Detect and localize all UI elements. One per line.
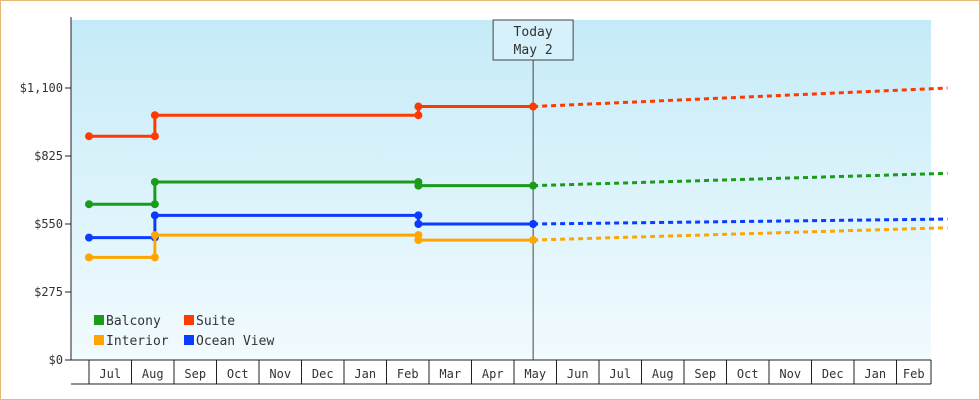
x-tick-label: Oct: [737, 367, 759, 381]
x-tick-label: Sep: [184, 367, 206, 381]
data-point-ocean-view: [85, 233, 93, 242]
y-tick-label: $0: [49, 353, 63, 367]
legend-label: Interior: [106, 334, 169, 349]
legend-swatch: [184, 315, 194, 325]
legend-swatch: [94, 315, 104, 325]
series-line-suite: [89, 105, 534, 138]
x-tick-label: Dec: [822, 367, 844, 381]
x-tick-label: Apr: [482, 367, 504, 381]
data-point-suite: [85, 132, 93, 141]
forecast-line-interior: [533, 226, 948, 242]
data-point-balcony: [529, 181, 538, 190]
y-tick-label: $550: [34, 217, 63, 231]
data-point-suite: [529, 102, 538, 111]
legend-swatch: [94, 335, 104, 345]
y-tick-label: $275: [34, 285, 63, 299]
today-date-label: May 2: [514, 43, 553, 58]
y-axis: $0 $275 $550 $825 $1,100: [20, 17, 72, 367]
data-point-balcony: [150, 177, 159, 186]
data-point-ocean-view: [414, 220, 423, 228]
series-line-balcony: [89, 180, 534, 206]
today-label: Today: [514, 25, 553, 40]
y-tick-label: $1,100: [20, 81, 63, 95]
data-point-ocean-view: [150, 211, 159, 220]
x-tick-label: Aug: [652, 367, 674, 381]
x-axis: Jul Aug Sep Oct Nov Dec Jan Feb Mar Apr May Jun Jul A…: [71, 359, 932, 385]
data-point-interior: [529, 236, 538, 245]
x-tick-label: Oct: [227, 367, 249, 381]
data-point-suite: [414, 111, 423, 120]
data-point-ocean-view: [529, 220, 538, 228]
x-tick-label: Feb: [397, 367, 419, 381]
data-point-balcony: [150, 200, 159, 209]
legend-label: Suite: [196, 314, 235, 329]
forecast-line-ocean-view: [533, 217, 948, 226]
x-tick-label: May: [524, 367, 546, 381]
forecast-line-suite: [533, 86, 948, 109]
data-point-balcony: [414, 181, 423, 190]
legend: Balcony Suite Interior Ocean View: [94, 314, 274, 349]
x-tick-label: Aug: [142, 367, 164, 381]
x-tick-label: Jul: [99, 367, 121, 381]
x-tick-label: Nov: [269, 367, 291, 381]
data-point-balcony: [85, 200, 93, 209]
x-tick-label: Dec: [312, 367, 334, 381]
data-point-interior: [414, 236, 423, 245]
data-point-suite: [414, 102, 423, 111]
x-tick-label: Jan: [354, 367, 376, 381]
x-tick-label: Mar: [439, 367, 461, 381]
plot-area: [71, 20, 931, 360]
x-tick-label: Jun: [567, 367, 589, 381]
x-tick-label: Jul: [609, 367, 631, 381]
forecast-line-balcony: [533, 171, 948, 188]
data-point-suite: [150, 132, 159, 141]
x-tick-label: Nov: [779, 367, 801, 381]
legend-label: Ocean View: [196, 334, 274, 349]
series-line-interior: [89, 233, 534, 259]
data-point-interior: [150, 231, 159, 240]
data-point-interior: [85, 253, 93, 262]
x-tick-label: Jan: [864, 367, 886, 381]
today-box: [492, 19, 574, 61]
series-lines: [85, 86, 948, 262]
data-point-suite: [150, 111, 159, 120]
data-point-interior: [150, 253, 159, 262]
x-tick-label: Sep: [694, 367, 716, 381]
legend-label: Balcony: [106, 314, 161, 329]
series-line-ocean-view: [89, 213, 534, 240]
legend-swatch: [184, 335, 194, 345]
x-tick-label: Feb: [903, 367, 925, 381]
y-tick-label: $825: [34, 149, 63, 163]
data-point-ocean-view: [414, 211, 423, 220]
